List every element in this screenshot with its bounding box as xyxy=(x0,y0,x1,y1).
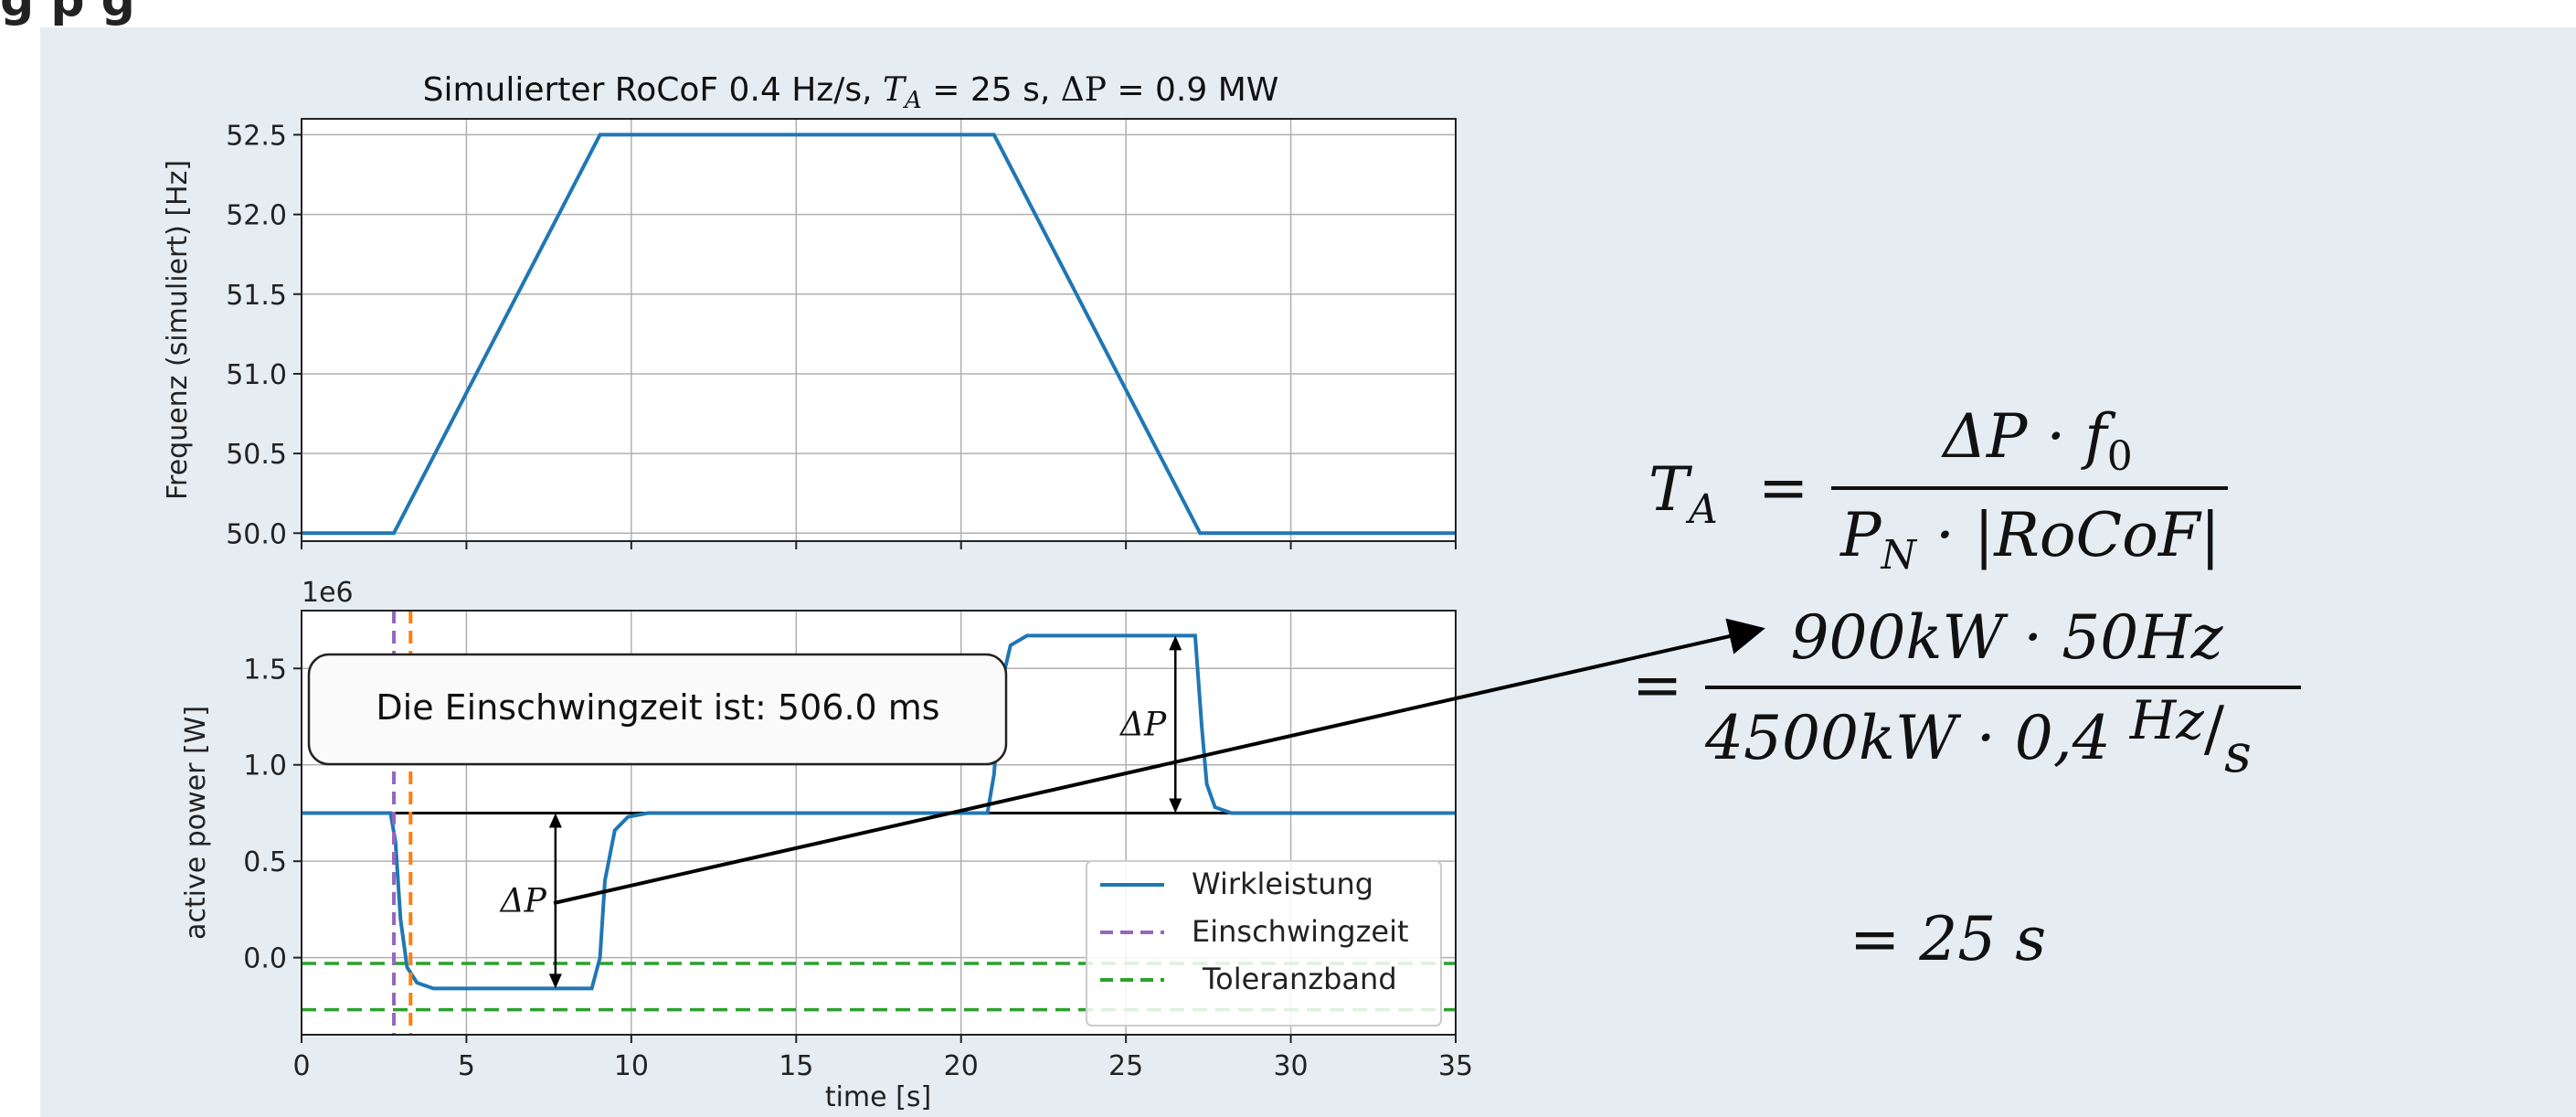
formula-den1-rest: · |RoCoF| xyxy=(1916,500,2221,570)
top-plot-frame xyxy=(301,118,1457,542)
delta-p-right-head-top xyxy=(1169,635,1182,651)
bottom-x-tick-label: 0 xyxy=(292,1050,310,1082)
formula-denominator-1: PN · |RoCoF| xyxy=(1839,500,2221,579)
pointer-arrow xyxy=(553,618,1765,905)
delta-p-right-label: ΔP xyxy=(1118,706,1167,743)
formula-num1-sub: 0 xyxy=(2107,433,2133,480)
top-y-tick-label: 50.5 xyxy=(226,439,287,471)
formula-eq-1: = xyxy=(1758,452,1808,523)
top-title-part-c: = 25 s, xyxy=(922,71,1061,109)
delta-p-right: ΔP xyxy=(1118,635,1182,814)
bottom-x-tick-label: 25 xyxy=(1108,1050,1143,1082)
legend-label-einschwingzeit: Einschwingzeit xyxy=(1192,914,1409,949)
top-y-tick-label: 51.0 xyxy=(226,359,287,391)
bottom-y-tick-label: 0.5 xyxy=(243,846,287,878)
cropped-caption-text: g p g xyxy=(0,0,135,26)
bottom-x-axis-label: time [s] xyxy=(825,1081,931,1113)
top-title-part-e: = 0.9 MW xyxy=(1107,71,1278,109)
bottom-x-tick-label: 30 xyxy=(1273,1050,1308,1082)
top-y-tick-label: 50.0 xyxy=(226,518,287,550)
formula-den2-unit-num: Hz xyxy=(2129,689,2205,751)
bottom-y-tick-label: 0.0 xyxy=(243,943,287,975)
bottom-annotations: ΔP ΔP xyxy=(499,635,1182,989)
formula: TA = ΔP · f0 PN · |RoCoF| = 900kW · 50Hz… xyxy=(1632,401,2301,974)
top-title-part-a: Simulierter RoCoF 0.4 Hz/s, xyxy=(423,71,883,109)
formula-num1-main: ΔP · f xyxy=(1940,401,2116,472)
top-title-part-b: T xyxy=(883,71,907,109)
power-series xyxy=(302,633,1456,991)
bottom-y-axis-label: active power [W] xyxy=(180,706,212,940)
legend-label-toleranzband: Toleranzband xyxy=(1202,962,1397,996)
delta-p-left-head-bottom xyxy=(548,973,562,989)
annotation-box-text: Die Einschwingzeit ist: 506.0 ms xyxy=(376,687,939,728)
legend: Wirkleistung Einschwingzeit Toleranzband xyxy=(1086,860,1442,1027)
formula-den2-slash: / xyxy=(2204,694,2225,764)
top-y-axis-label: Frequenz (simuliert) [Hz] xyxy=(162,160,194,500)
formula-den2-unit-den: s xyxy=(2224,722,2252,784)
top-y-tick-label: 52.0 xyxy=(226,200,287,232)
formula-lhs-sub: A xyxy=(1685,486,1718,533)
delta-p-left-label: ΔP xyxy=(499,882,547,920)
delta-p-right-head-bottom xyxy=(1169,798,1182,814)
delta-p-left-head-top xyxy=(548,813,562,828)
annotation-box-frame xyxy=(307,653,1008,766)
bottom-y-tick-label: 1.5 xyxy=(243,654,287,686)
top-ticks: 50.0 50.5 51.0 51.5 52.0 52.5 xyxy=(226,120,1457,550)
formula-den1-sub: N xyxy=(1881,532,1918,579)
formula-numerator-1: ΔP · f0 xyxy=(1940,401,2132,480)
legend-label-wirkleistung: Wirkleistung xyxy=(1192,867,1373,901)
top-lines xyxy=(302,133,1456,536)
top-title-part-bsub: A xyxy=(903,87,922,114)
bottom-x-tick-label: 10 xyxy=(614,1050,649,1082)
bottom-plot-frame xyxy=(301,610,1457,1036)
delta-p-left: ΔP xyxy=(499,813,562,989)
bottom-ticks: 0 5 10 15 20 25 30 35 0.0 0.5 1.0 1.5 xyxy=(243,654,1473,1082)
legend-frame xyxy=(1086,860,1442,1027)
formula-numerator-2: 900kW · 50Hz xyxy=(1790,602,2223,673)
top-chart-title: Simulierter RoCoF 0.4 Hz/s, TA = 25 s, Δ… xyxy=(423,71,1279,114)
bottom-offset-label: 1e6 xyxy=(302,577,354,609)
formula-result: = 25 s xyxy=(1850,904,2046,974)
top-y-tick-label: 51.5 xyxy=(226,280,287,312)
top-title-part-d: ΔP xyxy=(1061,71,1107,109)
formula-eq-2: = xyxy=(1632,650,1682,720)
bottom-chart: 0 5 10 15 20 25 30 35 0.0 0.5 1.0 1.5 1e6 active po… xyxy=(180,577,1473,1113)
top-chart: Simulierter RoCoF 0.4 Hz/s, TA = 25 s, Δ… xyxy=(162,71,1457,550)
formula-lhs: TA xyxy=(1648,454,1718,533)
formula-lhs-T: T xyxy=(1648,454,1693,525)
formula-den2-main: 4500kW · 0,4 xyxy=(1704,703,2130,773)
cropped-caption-strip: g p g xyxy=(0,0,2576,26)
formula-den1-P: P xyxy=(1839,500,1882,570)
formula-denominator-2: 4500kW · 0,4 Hz/s xyxy=(1704,689,2252,784)
bottom-x-tick-label: 5 xyxy=(458,1050,475,1082)
annotation-box: Die Einschwingzeit ist: 506.0 ms xyxy=(307,653,1008,766)
bottom-x-tick-label: 35 xyxy=(1438,1050,1473,1082)
top-y-tick-label: 52.5 xyxy=(226,120,287,152)
figure-panel: Simulierter RoCoF 0.4 Hz/s, TA = 25 s, Δ… xyxy=(40,27,2576,1117)
top-frequency-series xyxy=(302,133,1456,536)
top-plot-area xyxy=(302,119,1456,541)
bottom-x-tick-label: 20 xyxy=(944,1050,979,1082)
bottom-y-tick-label: 1.0 xyxy=(243,750,287,782)
bottom-x-tick-label: 15 xyxy=(779,1050,813,1082)
figure-svg: Simulierter RoCoF 0.4 Hz/s, TA = 25 s, Δ… xyxy=(162,71,2301,1113)
